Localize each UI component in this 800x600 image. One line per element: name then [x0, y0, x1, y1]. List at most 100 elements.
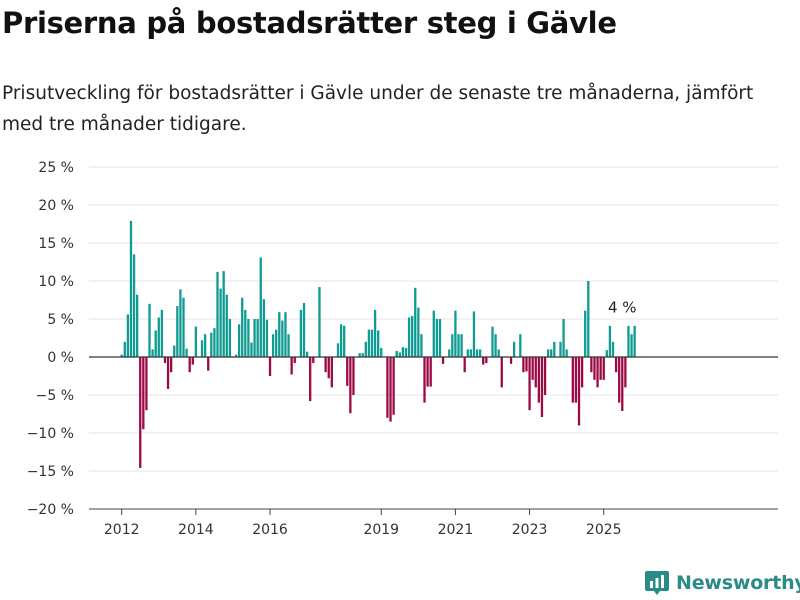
bar — [305, 351, 309, 357]
bar — [587, 281, 590, 357]
bar — [151, 349, 154, 357]
bar — [163, 357, 167, 364]
bar — [553, 341, 556, 357]
bar — [590, 357, 593, 373]
x-tick-label: 2021 — [438, 522, 474, 538]
bar — [287, 334, 290, 357]
bar — [466, 349, 469, 357]
y-tick-label: −20 % — [27, 502, 74, 518]
x-tick-label: 2019 — [363, 522, 399, 538]
bar — [543, 357, 547, 395]
bar — [448, 349, 451, 357]
bar — [160, 309, 164, 357]
bar — [203, 334, 207, 357]
bar — [411, 315, 414, 357]
bar — [312, 357, 315, 364]
bar — [395, 350, 398, 357]
bar — [343, 325, 346, 357]
bar — [611, 341, 615, 357]
x-axis: 2012 2014 2016 2019 2021 2023 2025 — [89, 508, 778, 538]
bar — [259, 257, 262, 357]
bar — [247, 319, 250, 357]
bar — [398, 352, 401, 357]
bar — [182, 297, 185, 357]
bar — [367, 329, 371, 357]
bar — [275, 329, 278, 357]
bar — [324, 357, 327, 373]
bar — [142, 357, 145, 430]
bar — [123, 341, 126, 357]
bar — [207, 357, 210, 371]
bar — [222, 271, 225, 357]
bar — [290, 357, 293, 375]
bar — [392, 357, 395, 415]
bar — [145, 357, 148, 411]
bar — [407, 317, 411, 357]
bar — [414, 287, 417, 357]
bar — [228, 319, 231, 357]
bar — [460, 334, 463, 357]
bar — [219, 288, 222, 357]
bar — [528, 357, 531, 411]
bar — [191, 357, 194, 365]
bar — [599, 357, 602, 380]
x-tick-label: 2012 — [104, 522, 140, 538]
bar — [525, 357, 528, 372]
bar — [559, 341, 562, 357]
bar — [349, 357, 352, 414]
bar — [429, 357, 432, 387]
bar — [293, 357, 296, 364]
bar — [268, 357, 272, 376]
bar — [302, 303, 306, 357]
x-tick-label: 2014 — [178, 522, 214, 538]
bar — [497, 349, 500, 357]
bar — [389, 357, 392, 422]
bar — [565, 349, 568, 357]
bar — [519, 334, 522, 357]
bar — [537, 357, 540, 403]
bar — [596, 357, 599, 388]
bar — [169, 357, 173, 373]
bar — [426, 357, 429, 387]
bar — [627, 325, 630, 357]
bar — [509, 357, 513, 364]
bar — [593, 357, 596, 380]
bar — [364, 341, 367, 357]
y-axis-ticks: 25 % 20 % 15 % 10 % 5 % 0 % −5 % −10 % −15 % −20 … — [27, 160, 74, 518]
bar — [417, 307, 420, 357]
newsworthy-logo: Newsworthy — [644, 568, 800, 598]
bar — [126, 314, 130, 357]
chart-title: Priserna på bostadsrätter steg i Gävle — [2, 6, 617, 40]
bar — [265, 319, 269, 357]
y-tick-label: 20 % — [38, 198, 74, 214]
bar — [386, 357, 389, 418]
bar — [185, 348, 188, 357]
bar — [423, 357, 426, 403]
bar — [491, 326, 494, 357]
bar — [574, 357, 578, 403]
bar — [380, 347, 383, 357]
bar — [451, 334, 454, 357]
y-tick-label: −10 % — [27, 426, 74, 442]
bar — [494, 334, 497, 357]
bar — [602, 357, 605, 380]
bar — [120, 354, 123, 357]
bar — [463, 357, 466, 373]
bar — [299, 309, 303, 357]
x-tick-label: 2023 — [512, 522, 548, 538]
latest-value-annotation: 4 % — [608, 299, 637, 317]
y-tick-label: 15 % — [38, 236, 74, 252]
bar — [482, 357, 485, 365]
bar — [534, 357, 537, 388]
bar — [216, 271, 219, 357]
bar — [234, 354, 238, 357]
bar — [256, 319, 259, 357]
bar — [584, 310, 587, 357]
bar — [550, 349, 553, 357]
bar — [435, 319, 439, 357]
y-tick-label: 5 % — [47, 312, 74, 328]
bar — [278, 312, 281, 357]
bar — [401, 347, 405, 357]
bar — [512, 341, 516, 357]
